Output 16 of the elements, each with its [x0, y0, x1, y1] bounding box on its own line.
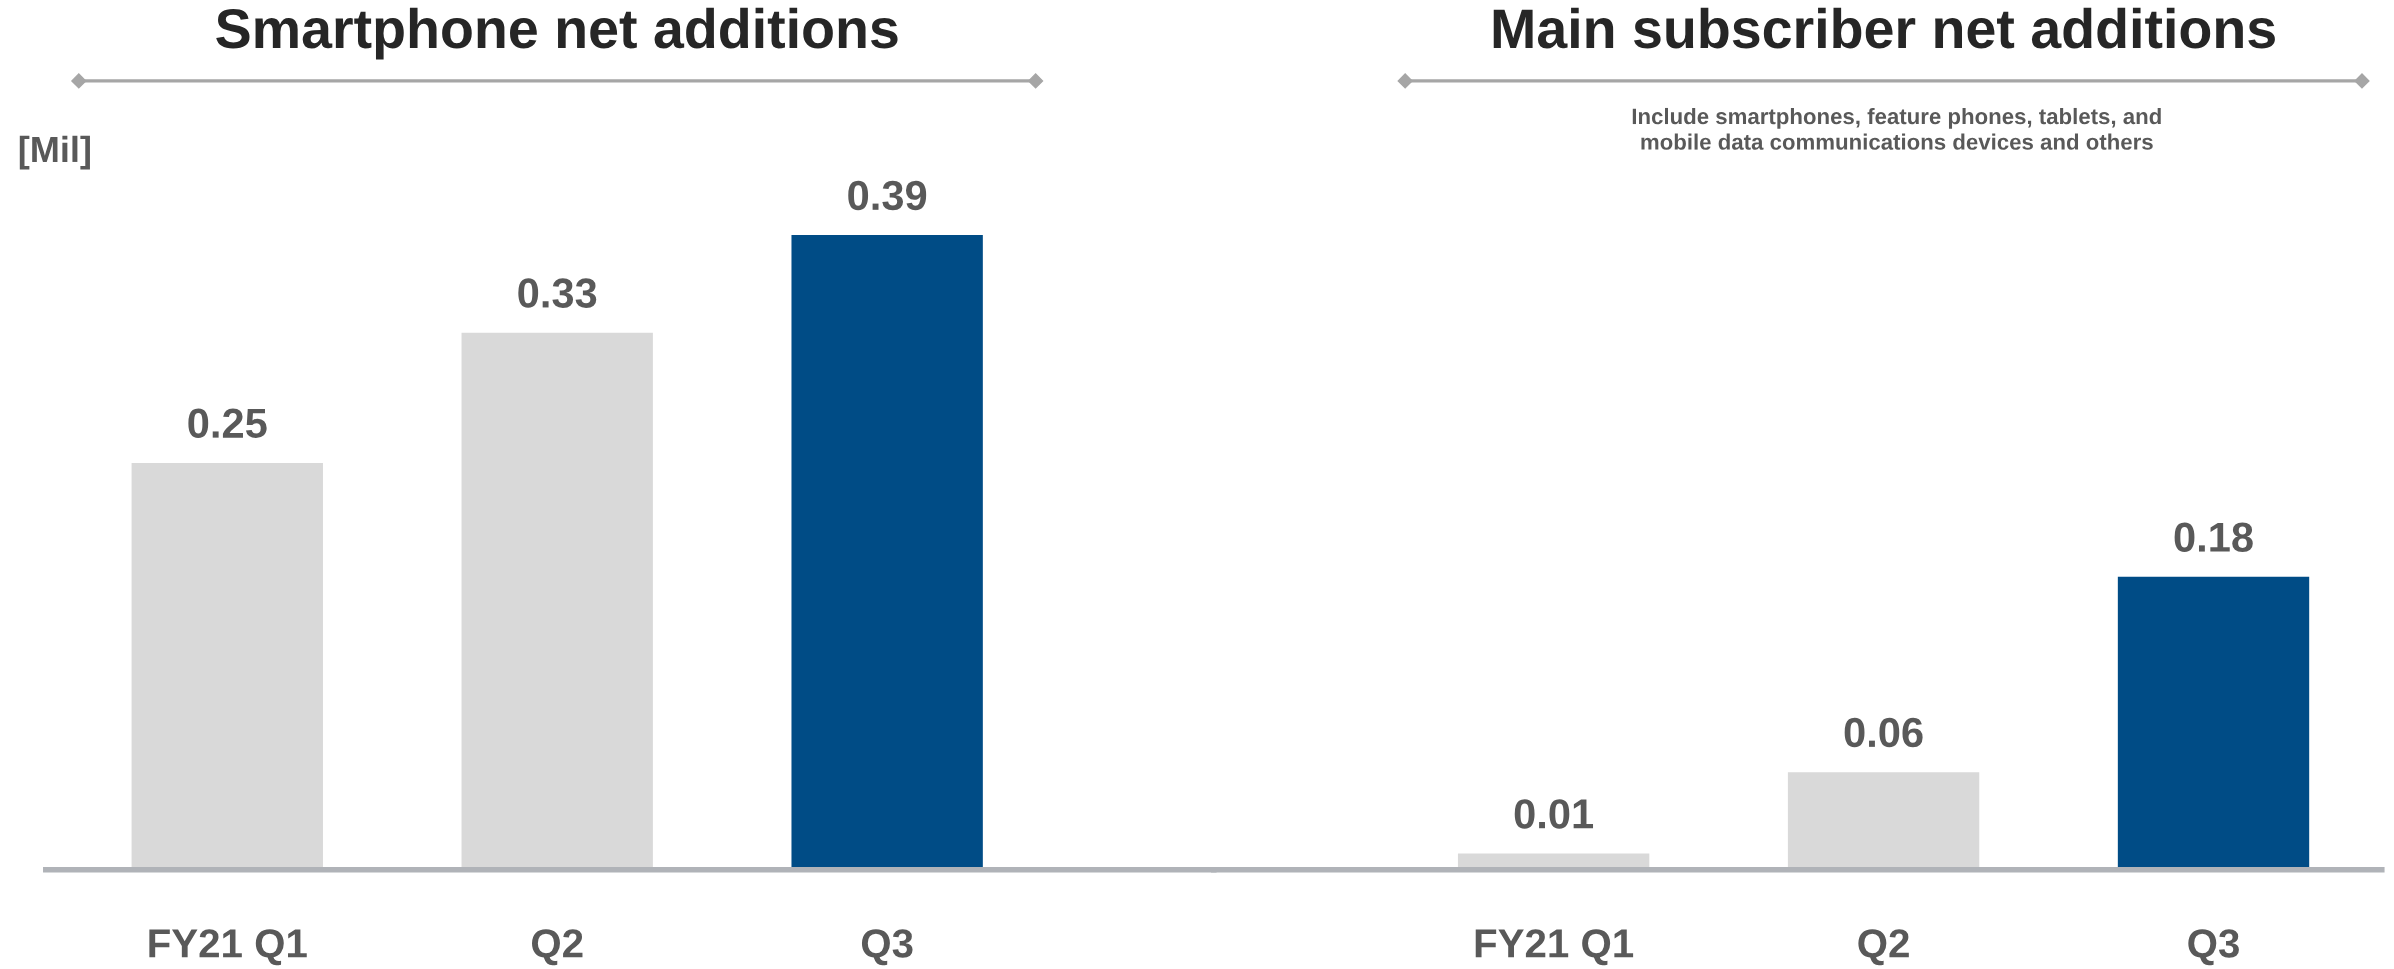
chart-title: Smartphone net additions — [216, 7, 898, 60]
chart-subtitle: Include smartphones, feature phones, tablets, and mobile data communications devices and others — [1632, 107, 2161, 150]
chart-title: Main subscriber net additions — [1493, 7, 2275, 49]
data-label: 0.25 — [188, 408, 267, 439]
data-label: 0.06 — [1844, 717, 1923, 748]
data-label: 0.33 — [518, 278, 597, 308]
data-label: 0.18 — [2174, 522, 2253, 552]
data-label: 0.01 — [1514, 799, 1594, 829]
y-axis-title: [Mil] — [19, 135, 90, 170]
x-tick-label: Q3 — [861, 929, 913, 966]
x-tick-label: FY21 Q1 — [1475, 929, 1634, 966]
data-label: 0.39 — [848, 180, 927, 211]
x-tick-label: Q2 — [532, 929, 583, 966]
x-tick-label: Q3 — [2188, 929, 2239, 966]
x-tick-label: Q2 — [1858, 929, 1909, 966]
x-tick-label: FY21 Q1 — [149, 929, 307, 966]
